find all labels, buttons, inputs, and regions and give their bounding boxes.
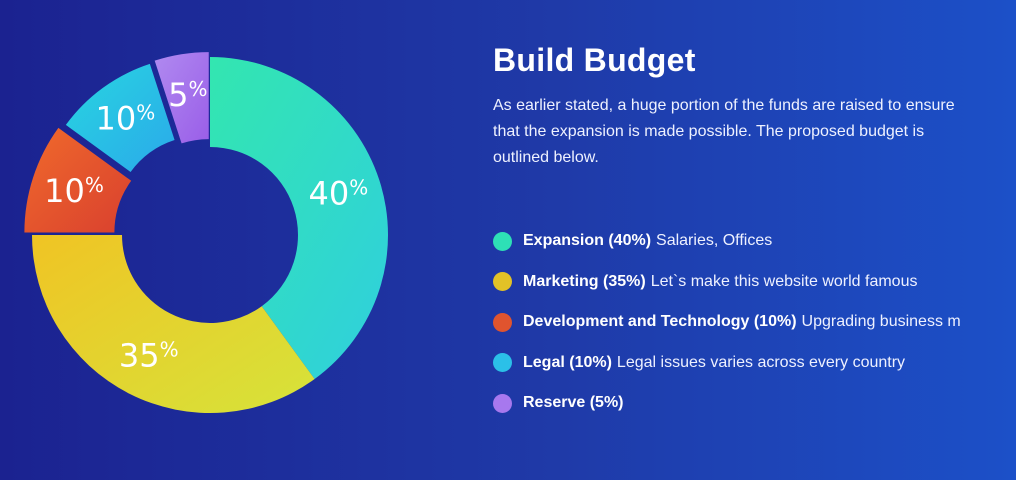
legend-item-expansion: Expansion (40%) Salaries, Offices: [493, 229, 1016, 253]
legend-dot-icon: [493, 393, 512, 413]
donut-slice-development-and-technology: [24, 127, 132, 233]
budget-description: As earlier stated, a huge portion of the…: [493, 97, 955, 166]
legend-item-name: Reserve (5%): [523, 394, 624, 411]
legend-item-legal: Legal (10%) Legal issues varies across e…: [493, 351, 1016, 375]
legend-dot-icon: [493, 353, 512, 372]
budget-donut-chart: 40% 35% 10% 10% 5%: [0, 0, 460, 480]
donut-slice-legal: [65, 63, 175, 172]
budget-info-panel: Build Budget As earlier stated, a huge p…: [493, 40, 1016, 171]
slice-label: 35%: [119, 336, 179, 374]
legend-item-text: Legal issues varies across every country: [616, 353, 906, 371]
legend-item-name: Development and Technology (10%): [523, 313, 797, 330]
donut-chart-svg: 40% 35% 10% 10% 5%: [24, 52, 388, 413]
page-title: Build Budget: [493, 42, 696, 78]
slice-label: 5%: [168, 76, 207, 114]
donut-slice-expansion: [210, 57, 388, 380]
legend-item-name: Expansion (40%): [523, 232, 652, 249]
legend-item-text: Let`s make this website world famous: [650, 272, 918, 290]
legend-item-text: Upgrading business m: [801, 313, 961, 330]
legend-item-reserve: Reserve (5%): [493, 391, 1016, 415]
legend-item-name: Marketing (35%): [523, 272, 646, 290]
slice-label: 10%: [95, 100, 155, 138]
legend-item-marketing: Marketing (35%) Let`s make this website …: [493, 270, 1016, 294]
legend-item-development: Development and Technology (10%) Upgradi…: [493, 310, 1016, 334]
donut-slice-marketing: [32, 235, 315, 413]
legend-item-text: Salaries, Offices: [656, 232, 773, 249]
legend-dot-icon: [493, 231, 512, 251]
legend-dot-icon: [493, 312, 512, 332]
slice-label: 40%: [309, 174, 369, 212]
legend-dot-icon: [493, 272, 512, 291]
budget-legend: Expansion (40%) Salaries, Offices Market…: [493, 229, 1016, 432]
legend-item-name: Legal (10%): [523, 353, 612, 371]
donut-slice-reserve: [154, 52, 209, 144]
slice-label: 10%: [44, 172, 104, 210]
